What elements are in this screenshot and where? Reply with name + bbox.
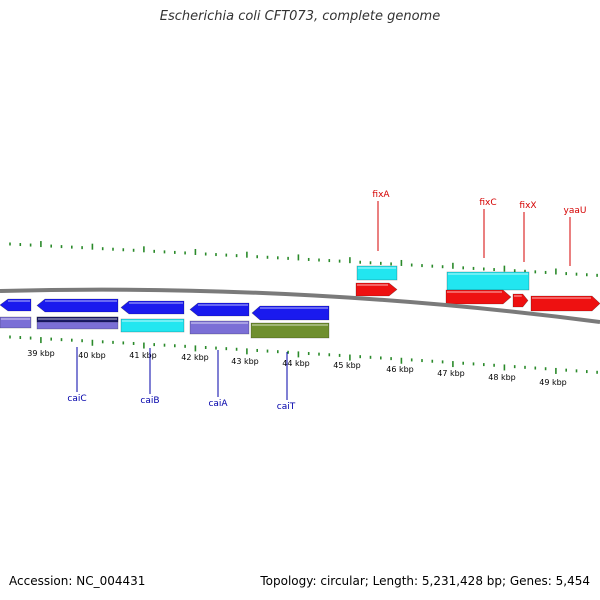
reverse-cds <box>189 302 250 317</box>
gene-label-fixX[interactable]: fixX <box>519 201 536 211</box>
gene-feature <box>120 318 185 333</box>
forward-cds <box>512 293 529 308</box>
gene-label-fixC[interactable]: fixC <box>479 198 496 208</box>
scale-tick-label: 46 kbp <box>386 365 414 374</box>
gene-features <box>0 265 600 339</box>
scale-tick-label: 45 kbp <box>333 361 361 370</box>
gene-feature-dark <box>36 316 119 323</box>
gene-feature-highlight <box>122 320 183 322</box>
gene-label-caiA[interactable]: caiA <box>208 399 228 409</box>
gene-label-caiB[interactable]: caiB <box>140 396 159 406</box>
scale-tick-label: 40 kbp <box>78 351 106 360</box>
gene-feature-highlight <box>358 267 396 269</box>
gene-feature-highlight <box>448 273 528 275</box>
scale-tick-label: 48 kbp <box>488 373 516 382</box>
scale-tick-label: 49 kbp <box>539 378 567 387</box>
gene-label-caiT[interactable]: caiT <box>277 402 296 412</box>
reverse-cds <box>120 300 185 315</box>
scale-ticks-lower <box>9 335 598 374</box>
map-title: Escherichia coli CFT073, complete genome <box>159 9 441 24</box>
reverse-cds <box>36 298 119 313</box>
gene-feature <box>356 265 398 281</box>
reverse-cds-highlight <box>260 307 328 309</box>
scale-tick-label: 44 kbp <box>282 359 310 368</box>
scale-ticks-upper <box>9 241 598 277</box>
gene-feature <box>250 322 330 339</box>
scale-tick-label: 43 kbp <box>231 357 259 366</box>
scale-tick-label: 47 kbp <box>437 369 465 378</box>
forward-cds-highlight <box>532 297 591 299</box>
forward-cds <box>445 289 512 305</box>
reverse-cds <box>251 305 330 321</box>
scale-tick-label: 41 kbp <box>129 351 157 360</box>
gene-label-fixA[interactable]: fixA <box>372 190 390 200</box>
reverse-cds <box>0 298 32 312</box>
gene-feature-highlight <box>191 322 248 324</box>
genome-backbone <box>0 287 600 324</box>
gene-feature <box>189 320 250 335</box>
gene-label-caiC[interactable]: caiC <box>67 394 86 404</box>
forward-cds-highlight <box>447 291 502 293</box>
gene-labels: fixA fixC fixX yaaU caiC caiB caiA caiT <box>67 190 586 412</box>
gene-feature-highlight <box>252 324 328 326</box>
forward-cds <box>530 295 600 312</box>
forward-cds <box>355 282 398 297</box>
accession-text: Accession: NC_004431 <box>9 574 146 588</box>
scale-tick-label: 39 kbp <box>27 349 55 358</box>
reverse-cds-highlight <box>129 302 183 304</box>
reverse-cds-highlight <box>8 300 30 302</box>
gene-feature <box>0 316 32 329</box>
scale-tick-labels: 39 kbp 40 kbp 41 kbp 42 kbp 43 kbp 44 kbp 45 k… <box>27 349 567 387</box>
gene-feature-highlight <box>1 318 30 320</box>
gene-label-yaaU[interactable]: yaaU <box>564 206 587 216</box>
reverse-cds-highlight <box>198 304 248 306</box>
genome-summary-text: Topology: circular; Length: 5,231,428 bp… <box>260 574 590 588</box>
reverse-cds-highlight <box>45 300 117 302</box>
forward-cds-highlight <box>514 295 522 297</box>
forward-cds-highlight <box>357 284 388 286</box>
gene-feature-dark-highlight <box>38 318 117 320</box>
scale-tick-label: 42 kbp <box>181 353 209 362</box>
